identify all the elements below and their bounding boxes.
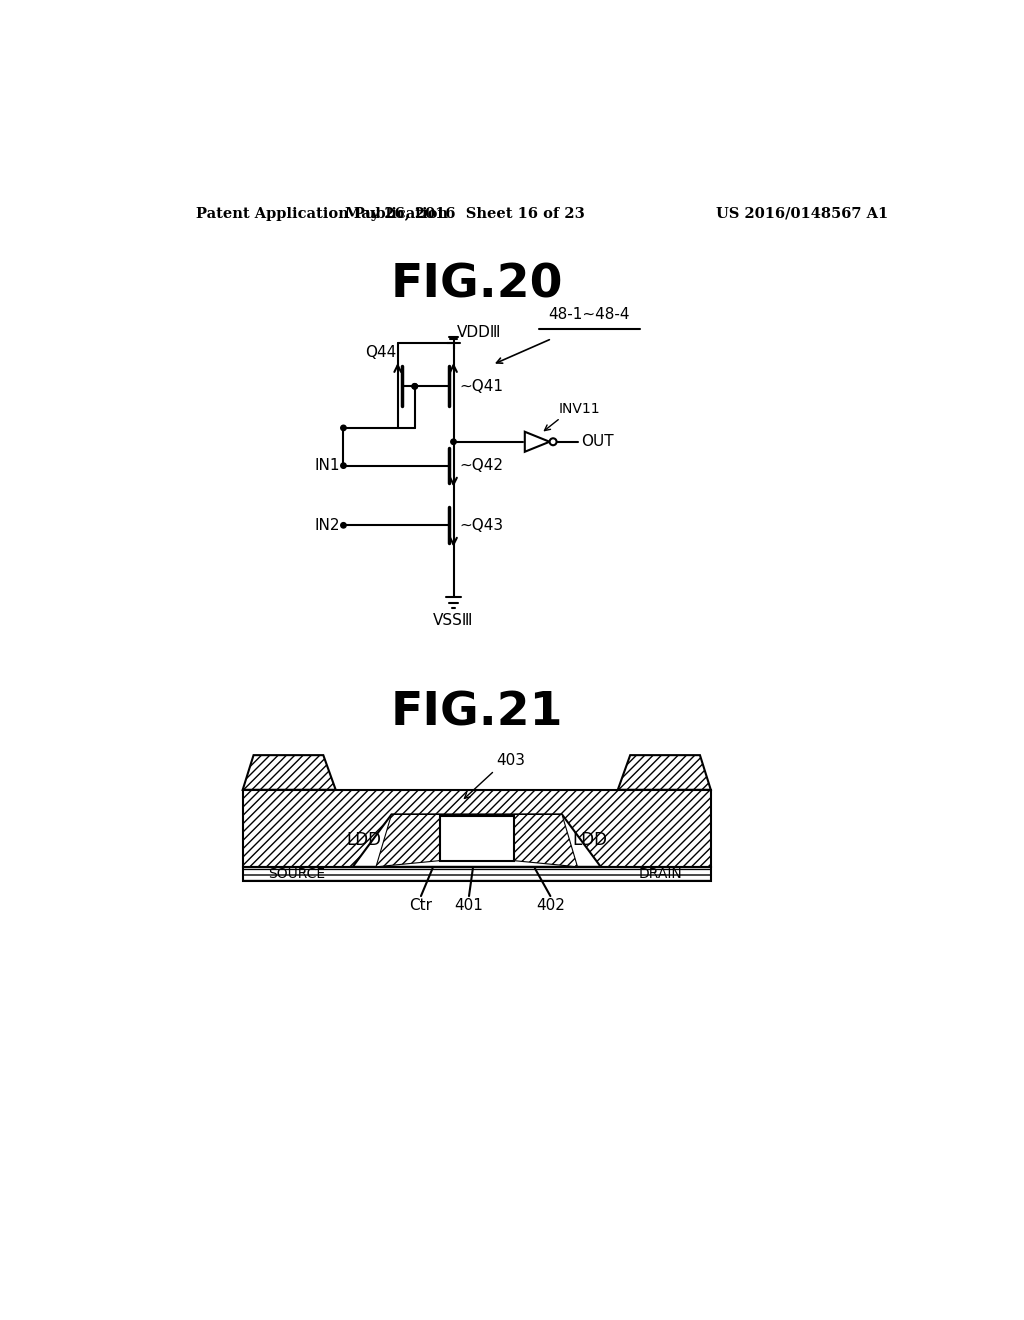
Polygon shape [352, 814, 601, 867]
Text: Ctr: Ctr [410, 898, 432, 912]
Text: FIG.20: FIG.20 [390, 263, 563, 308]
Text: INV11: INV11 [559, 403, 600, 416]
Text: ∼Q42: ∼Q42 [460, 458, 504, 473]
Polygon shape [376, 814, 439, 867]
Circle shape [451, 440, 457, 445]
Text: May 26, 2016  Sheet 16 of 23: May 26, 2016 Sheet 16 of 23 [345, 207, 585, 220]
Text: Q44: Q44 [366, 345, 396, 360]
Text: 403: 403 [496, 754, 525, 768]
Bar [243, 867, 711, 880]
Text: VDDⅢ: VDDⅢ [457, 325, 501, 341]
Circle shape [341, 523, 346, 528]
Text: ∼Q41: ∼Q41 [460, 379, 504, 393]
Polygon shape [243, 755, 336, 789]
Bar [243, 789, 711, 867]
Text: 401: 401 [455, 898, 483, 912]
Polygon shape [514, 814, 578, 867]
Bar [439, 816, 514, 861]
Text: 402: 402 [536, 898, 565, 912]
Circle shape [341, 463, 346, 469]
Text: IN1: IN1 [314, 458, 340, 473]
Text: LDD: LDD [346, 830, 381, 849]
Text: DRAIN: DRAIN [639, 867, 682, 880]
Polygon shape [617, 755, 711, 789]
Text: ∼Q43: ∼Q43 [460, 517, 504, 533]
Circle shape [412, 384, 418, 389]
Text: US 2016/0148567 A1: US 2016/0148567 A1 [716, 207, 889, 220]
Text: IN2: IN2 [314, 517, 340, 533]
Text: 48-1∼48-4: 48-1∼48-4 [549, 306, 630, 322]
Circle shape [412, 384, 418, 389]
Text: FIG.21: FIG.21 [390, 690, 563, 735]
Circle shape [341, 425, 346, 430]
Text: VSSⅢ: VSSⅢ [433, 612, 474, 628]
Text: SOURCE: SOURCE [268, 867, 326, 880]
Text: OUT: OUT [582, 434, 614, 449]
Text: Patent Application Publication: Patent Application Publication [197, 207, 449, 220]
Text: LDD: LDD [572, 830, 607, 849]
